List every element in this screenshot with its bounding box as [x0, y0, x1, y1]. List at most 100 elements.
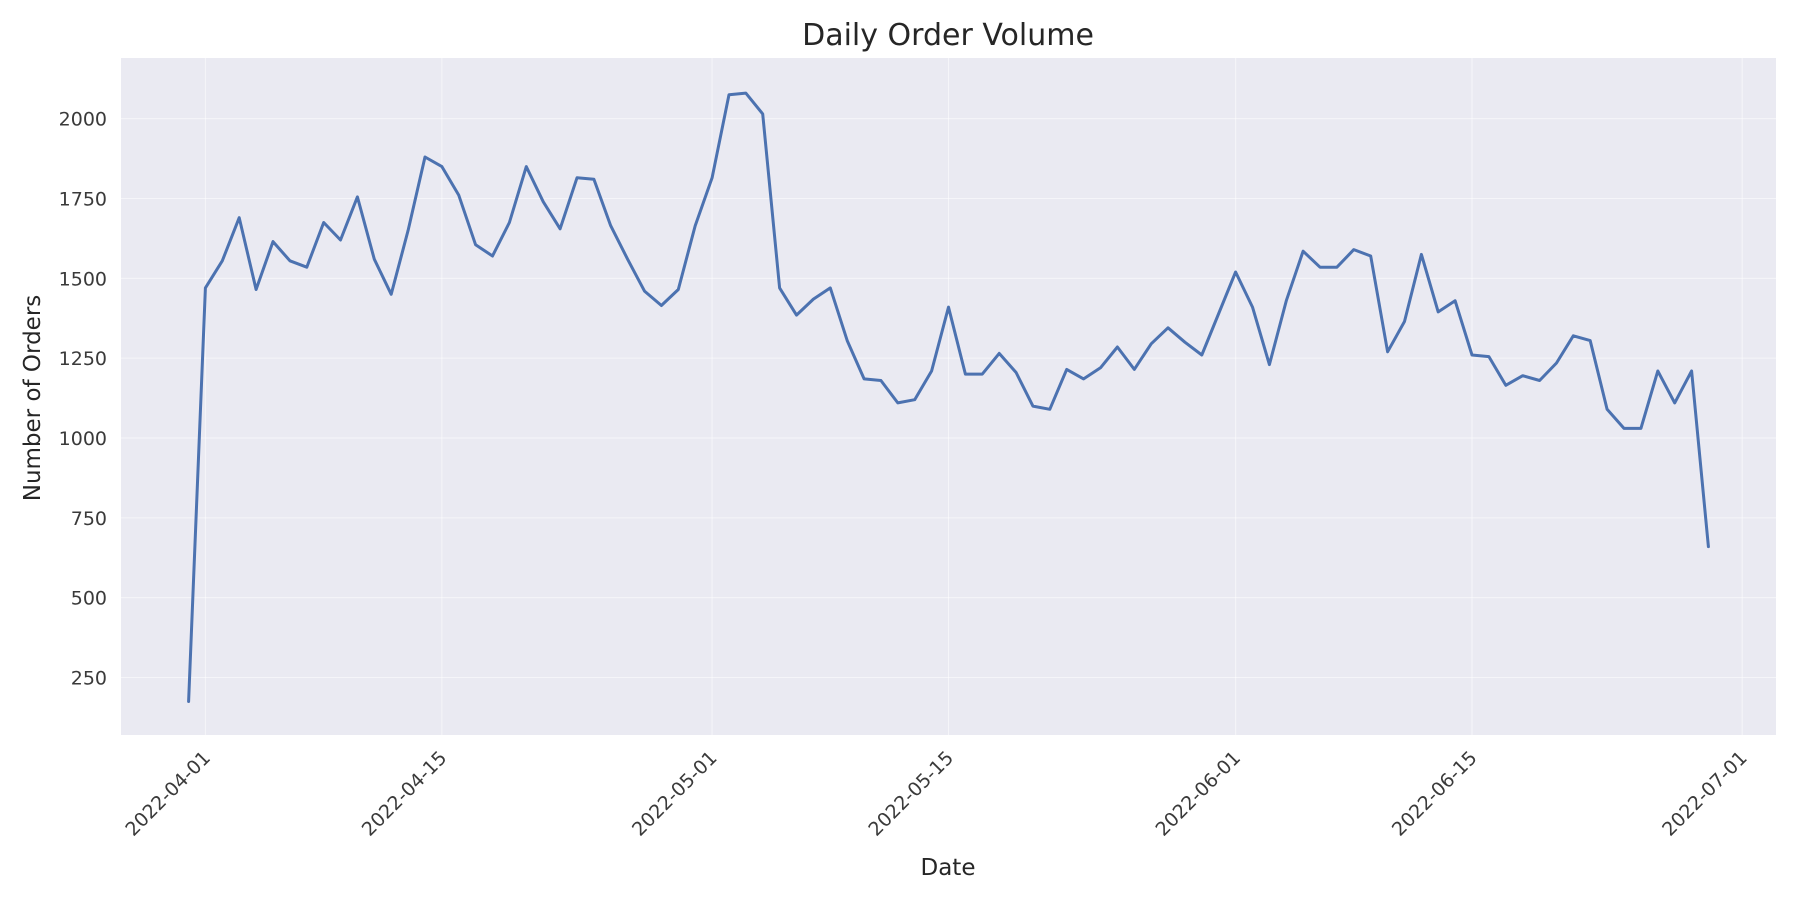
data-point	[693, 223, 698, 228]
chart-title: Daily Order Volume	[802, 18, 1094, 53]
data-point	[1385, 349, 1390, 354]
data-point	[524, 164, 529, 169]
data-point	[642, 289, 647, 294]
data-point	[760, 111, 765, 116]
data-point	[1622, 426, 1627, 431]
data-point	[895, 400, 900, 405]
y-tick-label: 500	[71, 588, 107, 610]
data-point	[271, 239, 276, 244]
data-point	[1030, 404, 1035, 409]
data-point	[591, 177, 596, 182]
data-point	[659, 303, 664, 308]
data-point	[304, 265, 309, 270]
data-point	[1605, 407, 1610, 412]
x-tick-label: 2022-04-15	[358, 747, 452, 841]
data-point	[254, 287, 259, 292]
data-point	[1436, 309, 1441, 314]
data-point	[1081, 376, 1086, 381]
data-point	[1571, 333, 1576, 338]
data-point	[1470, 353, 1475, 358]
data-point	[1199, 353, 1204, 358]
data-point	[575, 175, 580, 180]
x-tick-label: 2022-05-15	[864, 747, 958, 841]
data-point	[541, 199, 546, 204]
data-point	[1098, 365, 1103, 370]
y-tick-label: 750	[71, 508, 107, 530]
data-point	[1267, 362, 1272, 367]
y-tick-label: 2000	[59, 109, 107, 131]
data-point	[1638, 426, 1643, 431]
data-point	[946, 305, 951, 310]
data-point	[862, 376, 867, 381]
data-point	[1368, 254, 1373, 259]
data-point	[828, 285, 833, 290]
data-point	[997, 351, 1002, 356]
data-point	[1132, 367, 1137, 372]
data-point	[203, 285, 208, 290]
data-point	[1284, 298, 1289, 303]
data-point	[1064, 367, 1069, 372]
data-point	[676, 287, 681, 292]
data-point	[1115, 345, 1120, 350]
data-point	[1503, 383, 1508, 388]
data-point	[1351, 247, 1356, 252]
data-point	[456, 193, 461, 198]
data-point	[1301, 249, 1306, 254]
data-point	[473, 242, 478, 247]
series-line	[187, 91, 1710, 703]
y-axis-label: Number of Orders	[20, 295, 46, 502]
data-point	[1149, 341, 1154, 346]
x-tick-label: 2022-04-01	[121, 747, 215, 841]
y-tick-label: 1500	[59, 268, 107, 290]
data-point	[929, 369, 934, 374]
data-point	[878, 378, 883, 383]
data-point	[1537, 378, 1542, 383]
data-point	[507, 220, 512, 225]
data-point	[220, 258, 225, 263]
data-point	[389, 292, 394, 297]
x-tick-label: 2022-06-15	[1388, 747, 1482, 841]
data-point	[1706, 544, 1711, 549]
data-point	[237, 215, 242, 220]
data-point	[338, 238, 343, 243]
data-point	[1318, 265, 1323, 270]
data-point	[1672, 400, 1677, 405]
data-point	[1014, 370, 1019, 375]
data-point	[912, 397, 917, 402]
x-axis-label: Date	[921, 855, 976, 881]
data-point	[558, 226, 563, 231]
data-point	[608, 223, 613, 228]
data-point	[287, 258, 292, 263]
data-point	[1588, 338, 1593, 343]
data-point	[1216, 311, 1221, 316]
data-point	[423, 155, 428, 160]
data-point	[727, 92, 732, 97]
data-point	[439, 164, 444, 169]
data-point	[1182, 340, 1187, 345]
y-tick-label: 1250	[59, 348, 107, 370]
data-point	[710, 175, 715, 180]
data-point	[1419, 252, 1424, 257]
x-tick-label: 2022-07-01	[1658, 747, 1752, 841]
data-point	[1166, 325, 1171, 330]
data-point	[1655, 369, 1660, 374]
data-point	[1334, 265, 1339, 270]
data-point	[980, 372, 985, 377]
data-point	[1047, 407, 1052, 412]
y-tick-label: 1750	[59, 189, 107, 211]
data-point	[1486, 354, 1491, 359]
data-point	[186, 699, 191, 704]
data-point	[1453, 298, 1458, 303]
data-point	[1554, 361, 1559, 366]
y-tick-label: 1000	[59, 428, 107, 450]
data-point	[355, 194, 360, 199]
data-point	[321, 220, 326, 225]
x-tick-label: 2022-05-01	[628, 747, 722, 841]
data-point	[490, 254, 495, 259]
data-point	[811, 297, 816, 302]
data-point	[372, 257, 377, 262]
data-point	[777, 285, 782, 290]
data-point	[963, 372, 968, 377]
data-point	[794, 313, 799, 318]
